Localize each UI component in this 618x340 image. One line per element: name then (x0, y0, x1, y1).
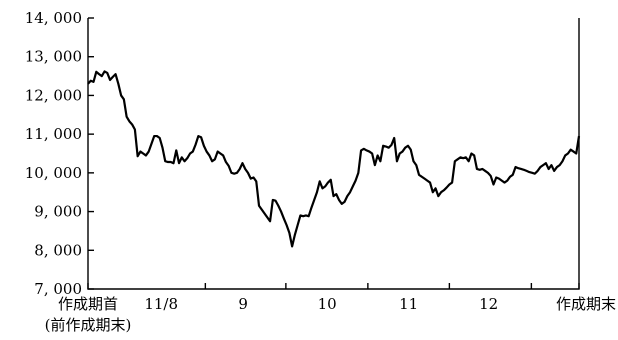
axis-frame (87, 18, 580, 290)
x-tick-label: 11/8 (144, 295, 178, 313)
y-tick-label: 10, 000 (25, 164, 82, 182)
y-tick-label: 9, 000 (34, 203, 82, 221)
series-line (87, 70, 581, 248)
y-tick-label: 8, 000 (34, 241, 82, 259)
y-tick-label: 14, 000 (25, 9, 82, 27)
y-tick-label: 7, 000 (34, 280, 82, 298)
x-tick-sublabel: (前作成期末) (45, 316, 132, 334)
x-tick-label: 作成期首 (58, 295, 118, 313)
axis-ticks (87, 17, 580, 290)
y-tick-label: 11, 000 (25, 125, 82, 143)
y-tick-label: 13, 000 (25, 48, 82, 66)
x-tick-label: 12 (479, 295, 498, 313)
y-tick-label: 12, 000 (25, 86, 82, 104)
y-axis-tick-labels: 7, 000 8, 000 9, 000 10, 000 11, 000 12, 000 1… (25, 9, 82, 298)
x-tick-label: 10 (318, 295, 337, 313)
x-axis-tick-labels: 作成期首 (前作成期末) 11/8 9 10 11 12 作成期末 (45, 295, 616, 334)
x-tick-label: 9 (238, 295, 248, 313)
x-tick-label: 11 (399, 295, 418, 313)
x-tick-label: 作成期末 (556, 295, 616, 313)
